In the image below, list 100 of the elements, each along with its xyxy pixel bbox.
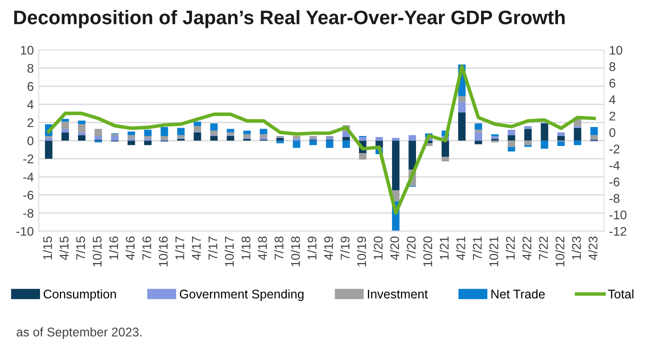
bar	[342, 136, 350, 141]
x-tick-label: 1/16	[108, 236, 118, 260]
bar	[358, 136, 366, 141]
bar	[276, 140, 284, 144]
bar	[590, 127, 598, 136]
bar	[194, 132, 202, 141]
x-tick-label: 1/18	[241, 236, 250, 260]
bar	[210, 136, 218, 141]
x-tick-label: 7/17	[208, 236, 218, 260]
y-tick-label: 0	[27, 136, 34, 146]
bar	[78, 120, 86, 124]
x-tick-label: 4/23	[588, 236, 598, 260]
bar	[474, 132, 482, 141]
bar	[243, 130, 251, 134]
bar	[524, 126, 532, 129]
x-tick-label: 4/18	[258, 236, 267, 260]
bar	[61, 122, 69, 129]
y2-tick-label: -8	[609, 194, 620, 203]
bar	[574, 140, 582, 146]
y2-tick-label: -4	[609, 161, 620, 170]
x-tick-label: 7/19	[340, 236, 350, 260]
chart-title: Decomposition of Japan’s Real Year-Over-Year GDP Growth	[14, 10, 565, 28]
y-tick-label: -10	[16, 226, 34, 236]
bar	[326, 136, 334, 140]
bar	[194, 126, 202, 132]
bar	[392, 140, 400, 190]
bar	[111, 136, 119, 141]
x-tick-label: 10/21	[489, 236, 498, 266]
x-tick-label: 10/19	[356, 236, 366, 266]
bar	[557, 141, 565, 146]
bar	[524, 128, 532, 141]
bar	[260, 128, 268, 134]
bar	[177, 135, 185, 138]
y2-tick-label: 10	[610, 46, 622, 55]
legend-label: Investment	[368, 290, 428, 299]
bar	[458, 96, 466, 102]
bar	[557, 136, 565, 141]
x-tick-label: 4/15	[59, 236, 69, 260]
x-tick-label: 7/21	[472, 236, 482, 260]
bar	[243, 134, 251, 138]
bar	[326, 140, 334, 148]
y2-tick-label: 2	[610, 112, 616, 120]
bar	[276, 138, 284, 141]
line-series	[46, 64, 596, 215]
x-tick-label: 1/22	[506, 236, 515, 260]
bar	[508, 135, 516, 141]
bar	[540, 123, 548, 141]
y2-tick-label: 8	[609, 62, 616, 72]
y2-tick-label: 6	[610, 78, 616, 88]
y-tick-label: 6	[28, 82, 34, 91]
x-tick-label: 7/16	[142, 236, 152, 260]
y-tick-label: -8	[23, 208, 34, 218]
y-tick-label: 2	[28, 118, 34, 128]
bar	[160, 136, 168, 140]
bar	[358, 153, 366, 160]
legend-label: Consumption	[44, 289, 116, 301]
x-tick-label: 10/18	[290, 236, 300, 266]
x-tick-label: 1/21	[440, 236, 449, 260]
bar	[144, 140, 152, 146]
bar	[128, 132, 136, 136]
bar	[292, 140, 300, 148]
y2-tick-label: -10	[609, 210, 626, 220]
legend-label: Government Spending	[180, 289, 304, 301]
bar	[44, 140, 52, 159]
bar	[458, 102, 466, 113]
bar	[524, 140, 532, 146]
bar	[160, 127, 168, 136]
bar	[408, 140, 416, 170]
x-tick-label: 4/17	[192, 236, 201, 260]
bar	[61, 118, 69, 122]
bar	[442, 140, 450, 157]
bar	[128, 140, 136, 146]
bar	[78, 135, 86, 141]
bar	[260, 134, 268, 138]
y2-tick-label: 0	[609, 128, 616, 138]
bar	[144, 136, 152, 139]
y-tick-label: -4	[23, 172, 34, 182]
legend-label: Total	[608, 289, 634, 299]
bar	[557, 132, 565, 136]
bar	[78, 124, 86, 132]
x-tick-label: 4/22	[522, 236, 532, 260]
bar	[508, 130, 516, 136]
bar	[474, 140, 482, 144]
x-tick-label: 1/17	[175, 236, 184, 260]
x-tick-label: 4/16	[125, 236, 135, 260]
x-tick-label: 10/17	[224, 236, 234, 266]
bar	[128, 135, 136, 139]
y-tick-label: 8	[27, 64, 34, 73]
x-tick-label: 1/19	[307, 236, 316, 260]
bar	[491, 136, 499, 139]
bar	[309, 140, 317, 146]
bar	[292, 136, 300, 139]
bar	[61, 128, 69, 132]
bar	[408, 135, 416, 141]
bar	[590, 135, 598, 140]
bar	[144, 130, 152, 136]
x-tick-label: 10/15	[92, 236, 102, 266]
y2-tick-label: 4	[609, 95, 616, 104]
bar	[177, 128, 185, 136]
bar	[474, 123, 482, 130]
